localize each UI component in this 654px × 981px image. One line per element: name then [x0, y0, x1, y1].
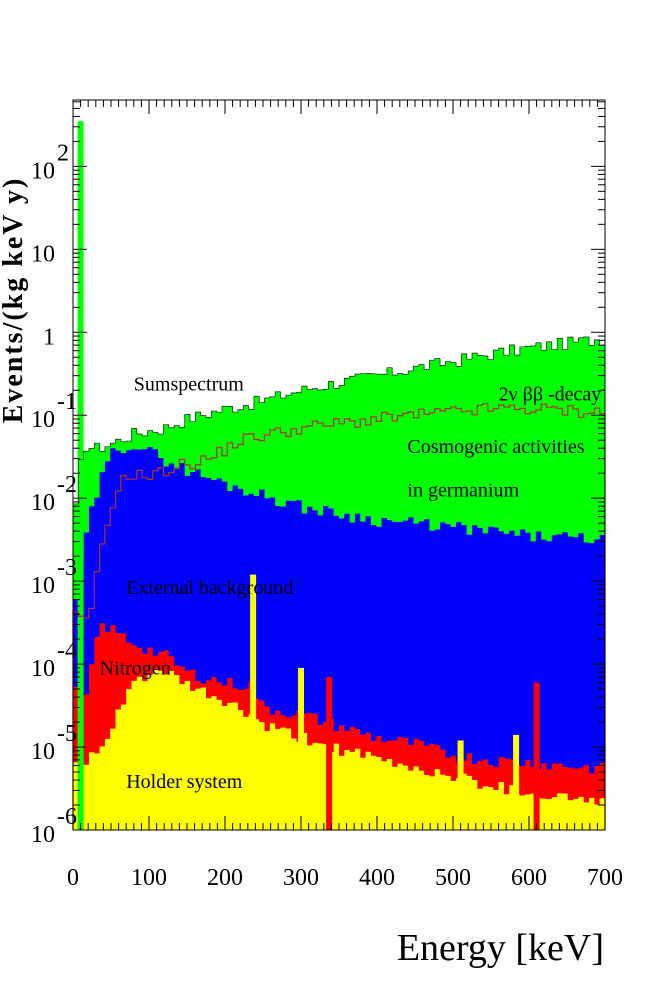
y-tick-label: 10: [31, 490, 55, 516]
y-tick-label: 1: [43, 324, 55, 350]
x-tick-label: 700: [587, 865, 623, 891]
y-tick-label: 10: [31, 573, 55, 599]
y-tick-exponent: -6: [57, 804, 77, 830]
x-tick-labels: 0 100 200 300 400 500 600 700: [67, 865, 623, 891]
spike-nitrogen-1: [533, 682, 540, 830]
y-tick-label: 10: [31, 822, 55, 848]
annotation-5: Nitrogen: [100, 657, 171, 679]
line-sum-outline: [72, 336, 606, 830]
y-tick-label: 10: [31, 739, 55, 765]
y-tick-exponent: -2: [57, 472, 77, 498]
line-cosmogenic: [72, 403, 606, 830]
spike-holder-2: [457, 740, 464, 830]
annotation-6: Holder system: [126, 771, 243, 793]
x-tick-label: 400: [359, 865, 395, 891]
spike-holder-1: [298, 667, 304, 830]
x-tick-label: 500: [435, 865, 471, 891]
series-lines: [72, 336, 606, 830]
spike-holder-0: [250, 574, 257, 830]
spike-peaks: [77, 121, 540, 831]
y-tick-exponent: -1: [57, 389, 77, 415]
y-tick-exponent: 2: [57, 140, 69, 166]
x-tick-label: 100: [131, 865, 167, 891]
spike-nitrogen-0: [326, 676, 333, 830]
annotation-3: in germanium: [407, 479, 519, 501]
x-tick-label: 300: [283, 865, 319, 891]
y-tick-exponent: -3: [57, 555, 77, 581]
annotation-0: Sumspectrum: [134, 373, 244, 395]
y-tick-label: 10: [31, 407, 55, 433]
y-tick-exponent: -4: [57, 638, 77, 664]
annotation-1: 2ν ββ -decay: [499, 384, 602, 406]
x-tick-label: 200: [207, 865, 243, 891]
x-tick-label: 0: [67, 865, 79, 891]
spike-sum-0: [77, 121, 84, 831]
x-axis-title: Energy [keV]: [397, 927, 604, 969]
y-tick-label: 10: [31, 656, 55, 682]
y-tick-label: 10: [31, 241, 55, 267]
y-tick-label: 10: [31, 158, 55, 184]
spike-holder-3: [513, 734, 520, 830]
axis-ticks: [72, 100, 606, 831]
annotation-4: External background: [126, 577, 293, 599]
y-tick-exponent: -5: [57, 721, 77, 747]
annotations: Sumspectrum 2ν ββ -decay Cosmogenic activi…: [100, 373, 602, 793]
x-tick-label: 600: [511, 865, 547, 891]
area-holder: [73, 669, 605, 830]
plot-areas: [73, 336, 605, 830]
annotation-2: Cosmogenic activities: [407, 436, 584, 458]
y-axis-title: Events/(kg keV y): [0, 177, 29, 424]
